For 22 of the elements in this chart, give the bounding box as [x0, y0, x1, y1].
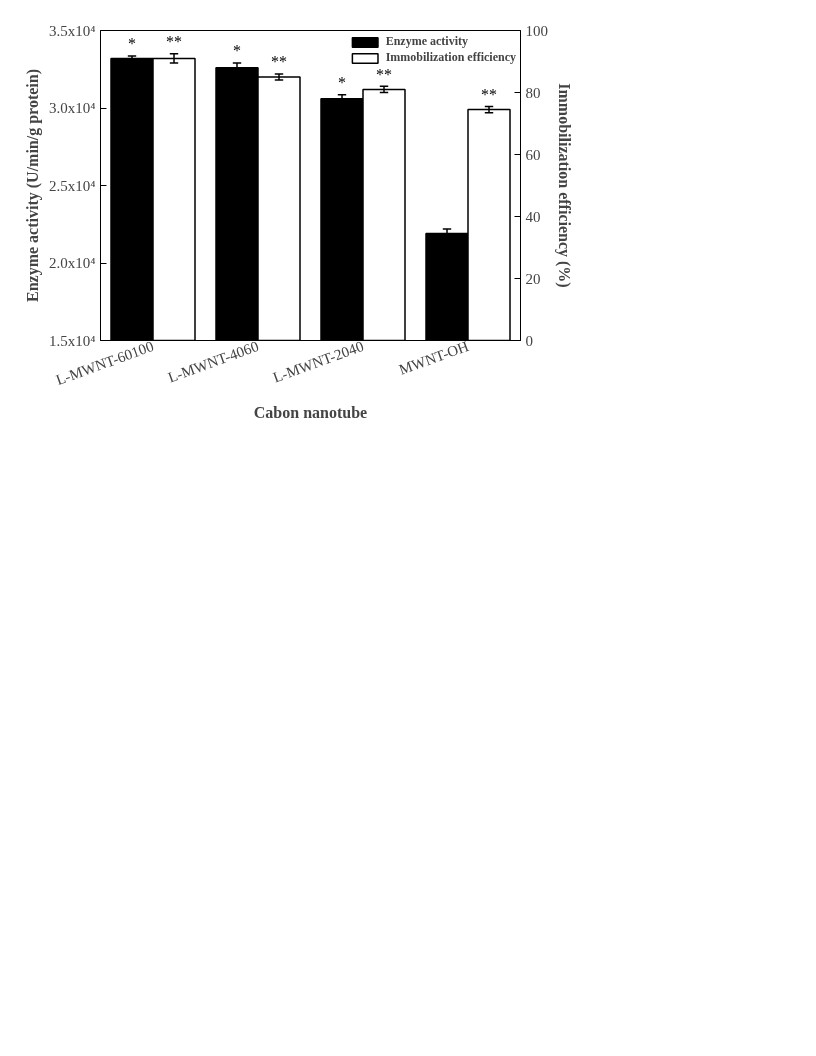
y-tick-label: 2.5x10⁴ [49, 177, 96, 194]
legend-label: Immobilization efficiency [385, 50, 516, 65]
y-tick-label: 2.0x10⁴ [49, 255, 96, 271]
data-label: * [338, 74, 346, 92]
y2-tick-label: 20 [525, 270, 541, 287]
y2-tick-label: 0 [525, 332, 533, 349]
y2-tick-label: 80 [525, 84, 541, 101]
y-tick-label: 3.5x10⁴ [49, 22, 96, 39]
x-axis-title: Cabon nanotube [253, 403, 368, 421]
data-label: ** [376, 65, 392, 83]
y2-tick-label: 60 [525, 146, 541, 163]
data-label: ** [271, 53, 287, 71]
y-tick-label: 3.0x10⁴ [49, 100, 96, 116]
y2-axis-title: Immobilization efficiency (%) [555, 83, 573, 288]
y2-tick-label: 40 [525, 208, 541, 225]
data-label: * [128, 35, 136, 53]
data-label: * [233, 42, 241, 60]
data-label: ** [166, 33, 182, 51]
legend-label: Enzyme activity [385, 34, 468, 49]
data-label: ** [481, 85, 497, 103]
y2-tick-label: 100 [525, 22, 548, 39]
y-axis-title: Enzyme activity (U/min/g protein) [24, 68, 43, 302]
